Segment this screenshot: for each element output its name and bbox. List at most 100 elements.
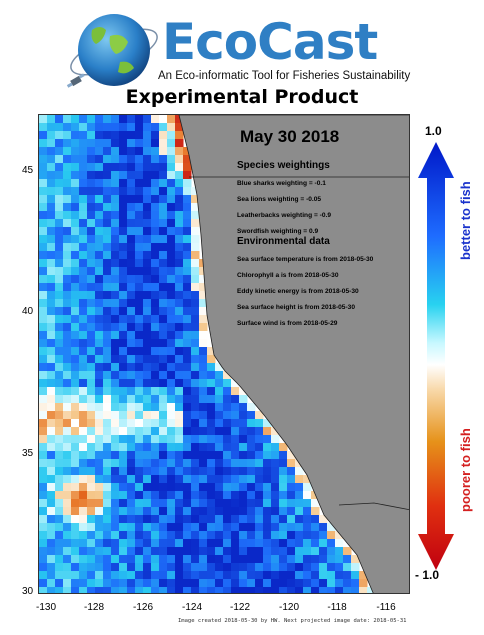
map-cell — [55, 339, 64, 348]
map-cell — [135, 147, 144, 156]
map-cell — [111, 315, 120, 324]
map-cell — [159, 147, 168, 156]
lat-tick: 40 — [22, 306, 34, 317]
map-cell — [95, 379, 104, 388]
map-cell — [63, 547, 72, 556]
map-cell — [87, 499, 96, 508]
map-cell — [151, 531, 160, 540]
map-cell — [295, 571, 304, 580]
map-cell — [103, 499, 112, 508]
map-cell — [183, 483, 192, 492]
map-cell — [199, 539, 208, 548]
map-cell — [335, 579, 344, 588]
map-cell — [111, 363, 120, 372]
map-cell — [111, 563, 120, 572]
map-cell — [239, 555, 248, 564]
map-cell — [79, 267, 88, 276]
map-cell — [79, 259, 88, 268]
lon-tick: -128 — [83, 602, 105, 613]
map-cell — [215, 451, 224, 460]
map-cell — [95, 443, 104, 452]
map-cell — [255, 467, 264, 476]
map-cell — [111, 555, 120, 564]
map-cell — [183, 187, 192, 196]
map-cell — [127, 219, 136, 228]
map-cell — [151, 299, 160, 308]
map-cell — [55, 571, 64, 580]
map-cell — [143, 515, 152, 524]
map-cell — [103, 163, 112, 172]
map-cell — [71, 171, 80, 180]
map-cell — [287, 579, 296, 588]
map-cell — [175, 227, 184, 236]
map-cell — [279, 507, 288, 516]
map-cell — [71, 395, 80, 404]
map-cell — [79, 123, 88, 132]
map-cell — [39, 443, 48, 452]
map-cell — [151, 379, 160, 388]
map-cell — [247, 571, 256, 580]
map-cell — [175, 419, 184, 428]
map-cell — [231, 403, 240, 412]
map-cell — [231, 459, 240, 468]
map-cell — [119, 371, 128, 380]
map-cell — [303, 539, 312, 548]
map-cell — [119, 499, 128, 508]
map-cell — [191, 531, 200, 540]
map-cell — [95, 523, 104, 532]
map-cell — [79, 387, 88, 396]
map-cell — [183, 419, 192, 428]
map-cell — [87, 363, 96, 372]
map-cell — [183, 491, 192, 500]
map-cell — [55, 547, 64, 556]
map-cell — [135, 347, 144, 356]
map-cell — [167, 323, 176, 332]
map-cell — [279, 483, 288, 492]
map-cell — [79, 427, 88, 436]
map-cell — [71, 387, 80, 396]
map-cell — [79, 147, 88, 156]
map-cell — [199, 395, 208, 404]
map-cell — [39, 435, 48, 444]
map-cell — [47, 427, 56, 436]
map-cell — [47, 387, 56, 396]
map-cell — [191, 259, 200, 268]
map-cell — [231, 587, 240, 593]
map-cell — [175, 203, 184, 212]
map-cell — [183, 531, 192, 540]
map-cell — [239, 539, 248, 548]
map-cell — [103, 395, 112, 404]
map-cell — [63, 475, 72, 484]
map-cell — [79, 547, 88, 556]
map-cell — [215, 563, 224, 572]
map-cell — [79, 195, 88, 204]
map-cell — [63, 451, 72, 460]
map-cell — [151, 363, 160, 372]
map-cell — [95, 435, 104, 444]
map-cell — [55, 475, 64, 484]
map-cell — [151, 147, 160, 156]
map-cell — [143, 331, 152, 340]
map-cell — [223, 507, 232, 516]
map-cell — [207, 507, 216, 516]
map-cell — [167, 243, 176, 252]
map-cell — [87, 219, 96, 228]
map-cell — [119, 323, 128, 332]
map-cell — [103, 531, 112, 540]
map-cell — [63, 395, 72, 404]
map-cell — [183, 451, 192, 460]
map-cell — [143, 499, 152, 508]
map-cell — [311, 523, 320, 532]
map-cell — [143, 411, 152, 420]
map-cell — [263, 483, 272, 492]
map-cell — [127, 403, 136, 412]
map-cell — [247, 443, 256, 452]
map-cell — [39, 419, 48, 428]
map-cell — [183, 315, 192, 324]
map-cell — [87, 547, 96, 556]
map-cell — [39, 347, 48, 356]
map-cell — [127, 475, 136, 484]
map-cell — [71, 499, 80, 508]
map-cell — [127, 451, 136, 460]
map-cell — [279, 523, 288, 532]
